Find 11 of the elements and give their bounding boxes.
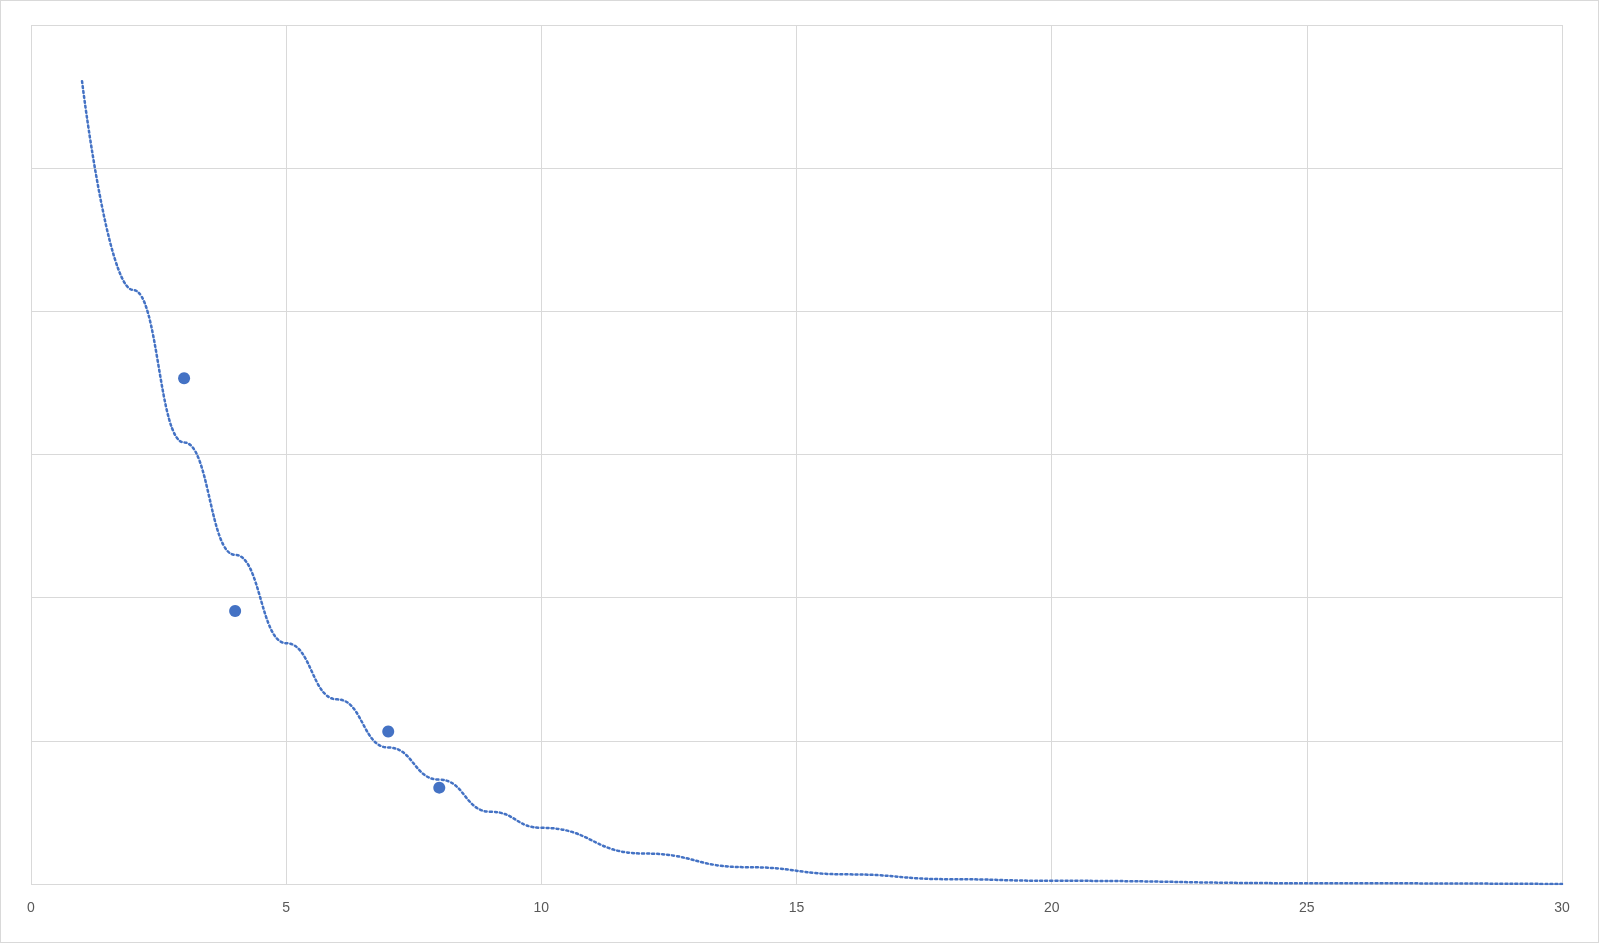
x-tick-label: 25: [1299, 899, 1315, 915]
point: [178, 372, 191, 385]
x-tick-label: 0: [27, 899, 36, 915]
x-tick-label: 30: [1554, 899, 1570, 915]
x-tick-label: 5: [282, 899, 291, 915]
point: [382, 725, 395, 738]
x-tick-label: 20: [1043, 899, 1060, 915]
x-tick-label: 15: [788, 899, 805, 915]
point: [433, 781, 446, 794]
x-tick-label: 10: [533, 899, 550, 915]
point: [229, 605, 242, 618]
